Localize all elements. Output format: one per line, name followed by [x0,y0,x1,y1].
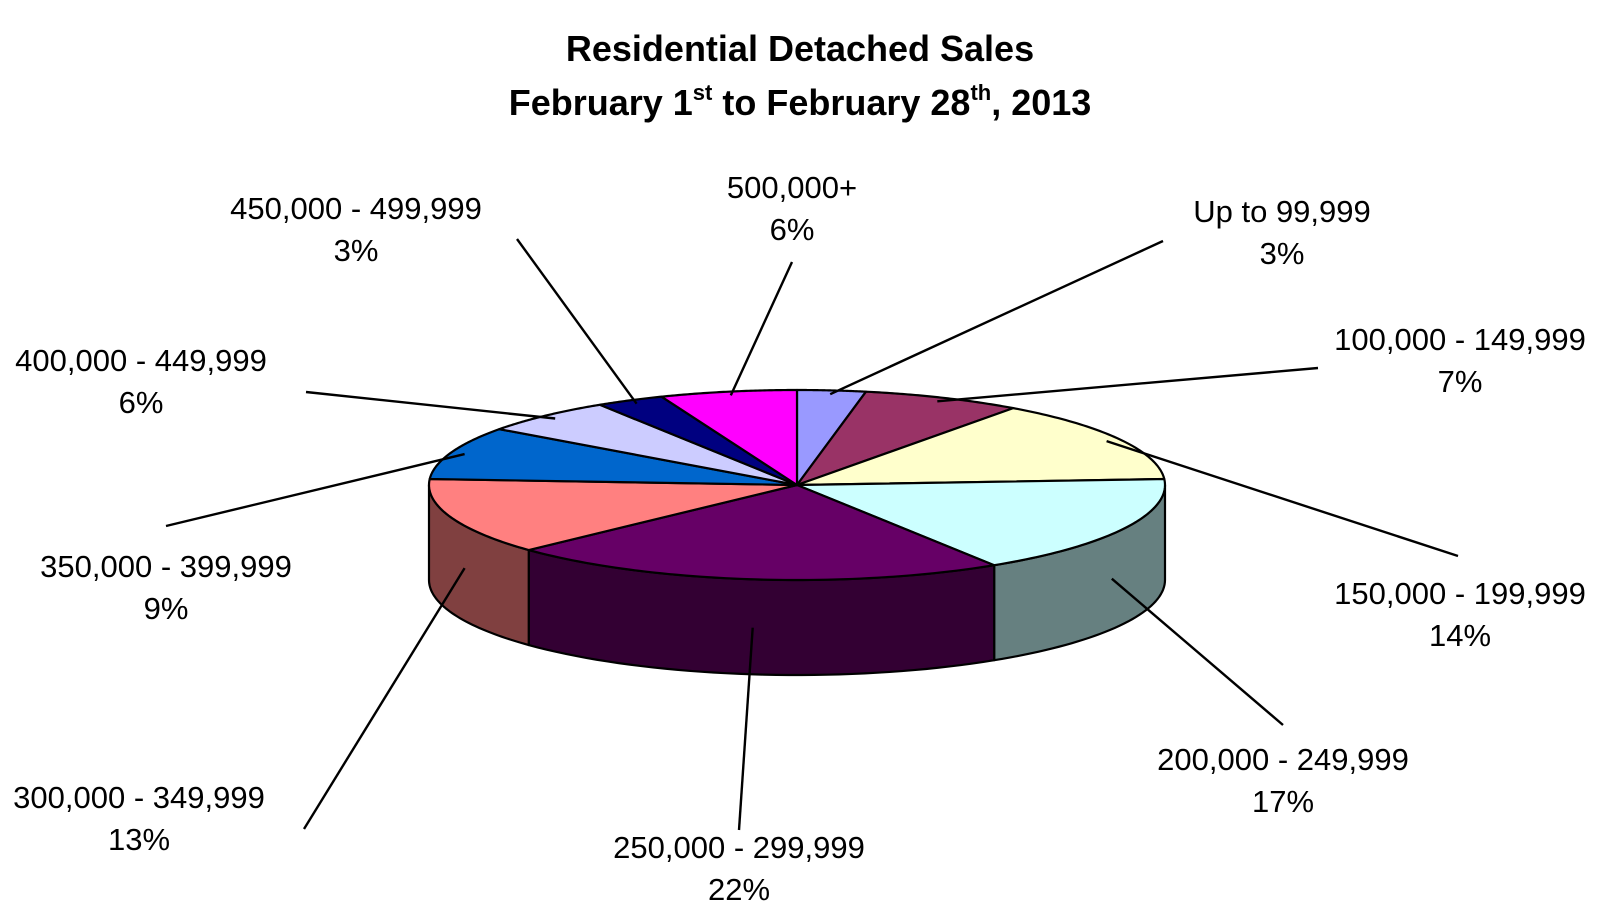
slice-category-label: 100,000 - 149,999 [1334,322,1586,357]
pie-slice [598,395,799,487]
slice-percent-label: 22% [708,872,770,907]
slice-category-label: 450,000 - 499,999 [230,191,482,226]
slice-category-label: 350,000 - 399,999 [40,549,292,584]
slice-category-label: 150,000 - 199,999 [1334,576,1586,611]
slice-percent-label: 14% [1429,618,1491,653]
pie-slice [795,390,1015,487]
leader-line [516,238,638,405]
leader-line [737,627,754,831]
pie-slice [660,388,799,487]
subtitle-end: , 2013 [991,82,1092,123]
leader-line [302,567,466,830]
pie-slice [428,428,799,487]
leader-line [305,390,556,420]
slice-category-label: 250,000 - 299,999 [613,830,865,865]
pie-slice [795,477,1167,567]
slice-category-label: 400,000 - 449,999 [15,343,267,378]
pie-slice [527,483,996,582]
subtitle-middle: to February 28 [712,82,971,123]
pie-slice [427,477,799,552]
pie-data-labels: Up to 99,999 3% 100,000 - 149,999 7% 150,000… [13,170,1586,907]
leader-line [729,261,794,396]
pie-slice [795,407,1166,487]
slice-percent-label: 3% [1260,236,1305,271]
slice-percent-label: 17% [1252,784,1314,819]
slice-percent-label: 9% [144,591,189,626]
leader-line [1111,577,1284,726]
slice-category-label: 200,000 - 249,999 [1157,742,1409,777]
subtitle-superscript-1: st [692,80,713,105]
leader-line [829,239,1164,396]
slice-category-label: 500,000+ [727,170,857,205]
pie-top-faces [427,388,1167,582]
slice-percent-label: 3% [334,233,379,268]
subtitle-superscript-2: th [970,80,992,105]
pie-slice [498,403,799,487]
slice-percent-label: 7% [1438,364,1483,399]
leader-line [937,366,1319,403]
leader-line [165,452,465,528]
slice-percent-label: 6% [119,385,164,420]
pie-side-walls [427,483,1167,677]
chart-title: Residential Detached Sales [565,28,1035,69]
leader-line [1106,439,1459,558]
slice-category-label: Up to 99,999 [1193,194,1371,229]
slice-category-label: 300,000 - 349,999 [13,780,265,815]
slice-percent-label: 13% [108,822,170,857]
slice-percent-label: 6% [770,212,815,247]
chart-subtitle: February 1st to February 28th, 2013 [0,82,1600,124]
subtitle-start: February 1 [508,82,693,123]
